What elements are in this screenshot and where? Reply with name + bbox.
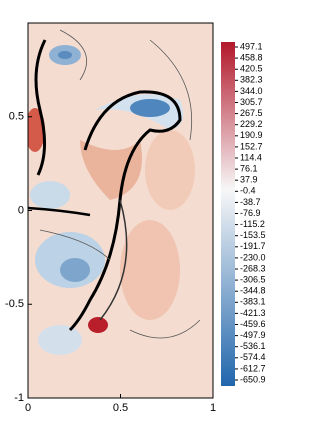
y-tick-label: -0.5 (5, 298, 24, 310)
field (28, 23, 213, 398)
colorbar-label: 190.9 (240, 130, 263, 140)
colorbar-label: 76.1 (240, 163, 258, 173)
colorbar-label: -0.4 (240, 186, 256, 196)
colorbar-label: 152.7 (240, 141, 263, 151)
y-tick-label: 0.5 (9, 111, 24, 123)
y-tick-label: -1 (14, 392, 24, 404)
colorbar-label: -306.5 (240, 274, 266, 284)
colorbar-label: 229.2 (240, 119, 263, 129)
colorbar-label: 382.3 (240, 75, 263, 85)
colorbar-label: 458.8 (240, 52, 263, 62)
x-tick-label: 0.5 (113, 402, 128, 414)
colorbar-label: -612.7 (240, 363, 266, 373)
colorbar-label: 497.1 (240, 41, 263, 51)
colorbar-label: 37.9 (240, 175, 258, 185)
colorbar-label: -344.8 (240, 286, 266, 296)
colorbar-label: 420.5 (240, 64, 263, 74)
colorbar-label: -230.0 (240, 252, 266, 262)
colorbar-label: -421.3 (240, 308, 266, 318)
colorbar-label: -38.7 (240, 197, 261, 207)
x-tick-label: 0 (25, 402, 31, 414)
colorbar-label: -536.1 (240, 341, 266, 351)
y-tick-label: 0 (18, 204, 24, 216)
colorbar-label: -191.7 (240, 241, 266, 251)
colorbar-label: -383.1 (240, 297, 266, 307)
colorbar-label: -268.3 (240, 263, 266, 273)
colorbar-label: 267.5 (240, 108, 263, 118)
colorbar-label: 344.0 (240, 86, 263, 96)
colorbar-label: 305.7 (240, 97, 263, 107)
colorbar-label: 114.4 (240, 152, 262, 162)
colorbar-label: -574.4 (240, 352, 266, 362)
colorbar-label: -650.9 (240, 374, 266, 384)
colorbar-label: -459.6 (240, 319, 266, 329)
colorbar-gradient (221, 42, 235, 386)
colorbar-label: -76.9 (240, 208, 261, 218)
colorbar-label: -115.2 (240, 219, 265, 229)
colorbar-label: -497.9 (240, 330, 266, 340)
x-tick-label: 1 (210, 402, 216, 414)
colorbar-label: -153.5 (240, 230, 266, 240)
